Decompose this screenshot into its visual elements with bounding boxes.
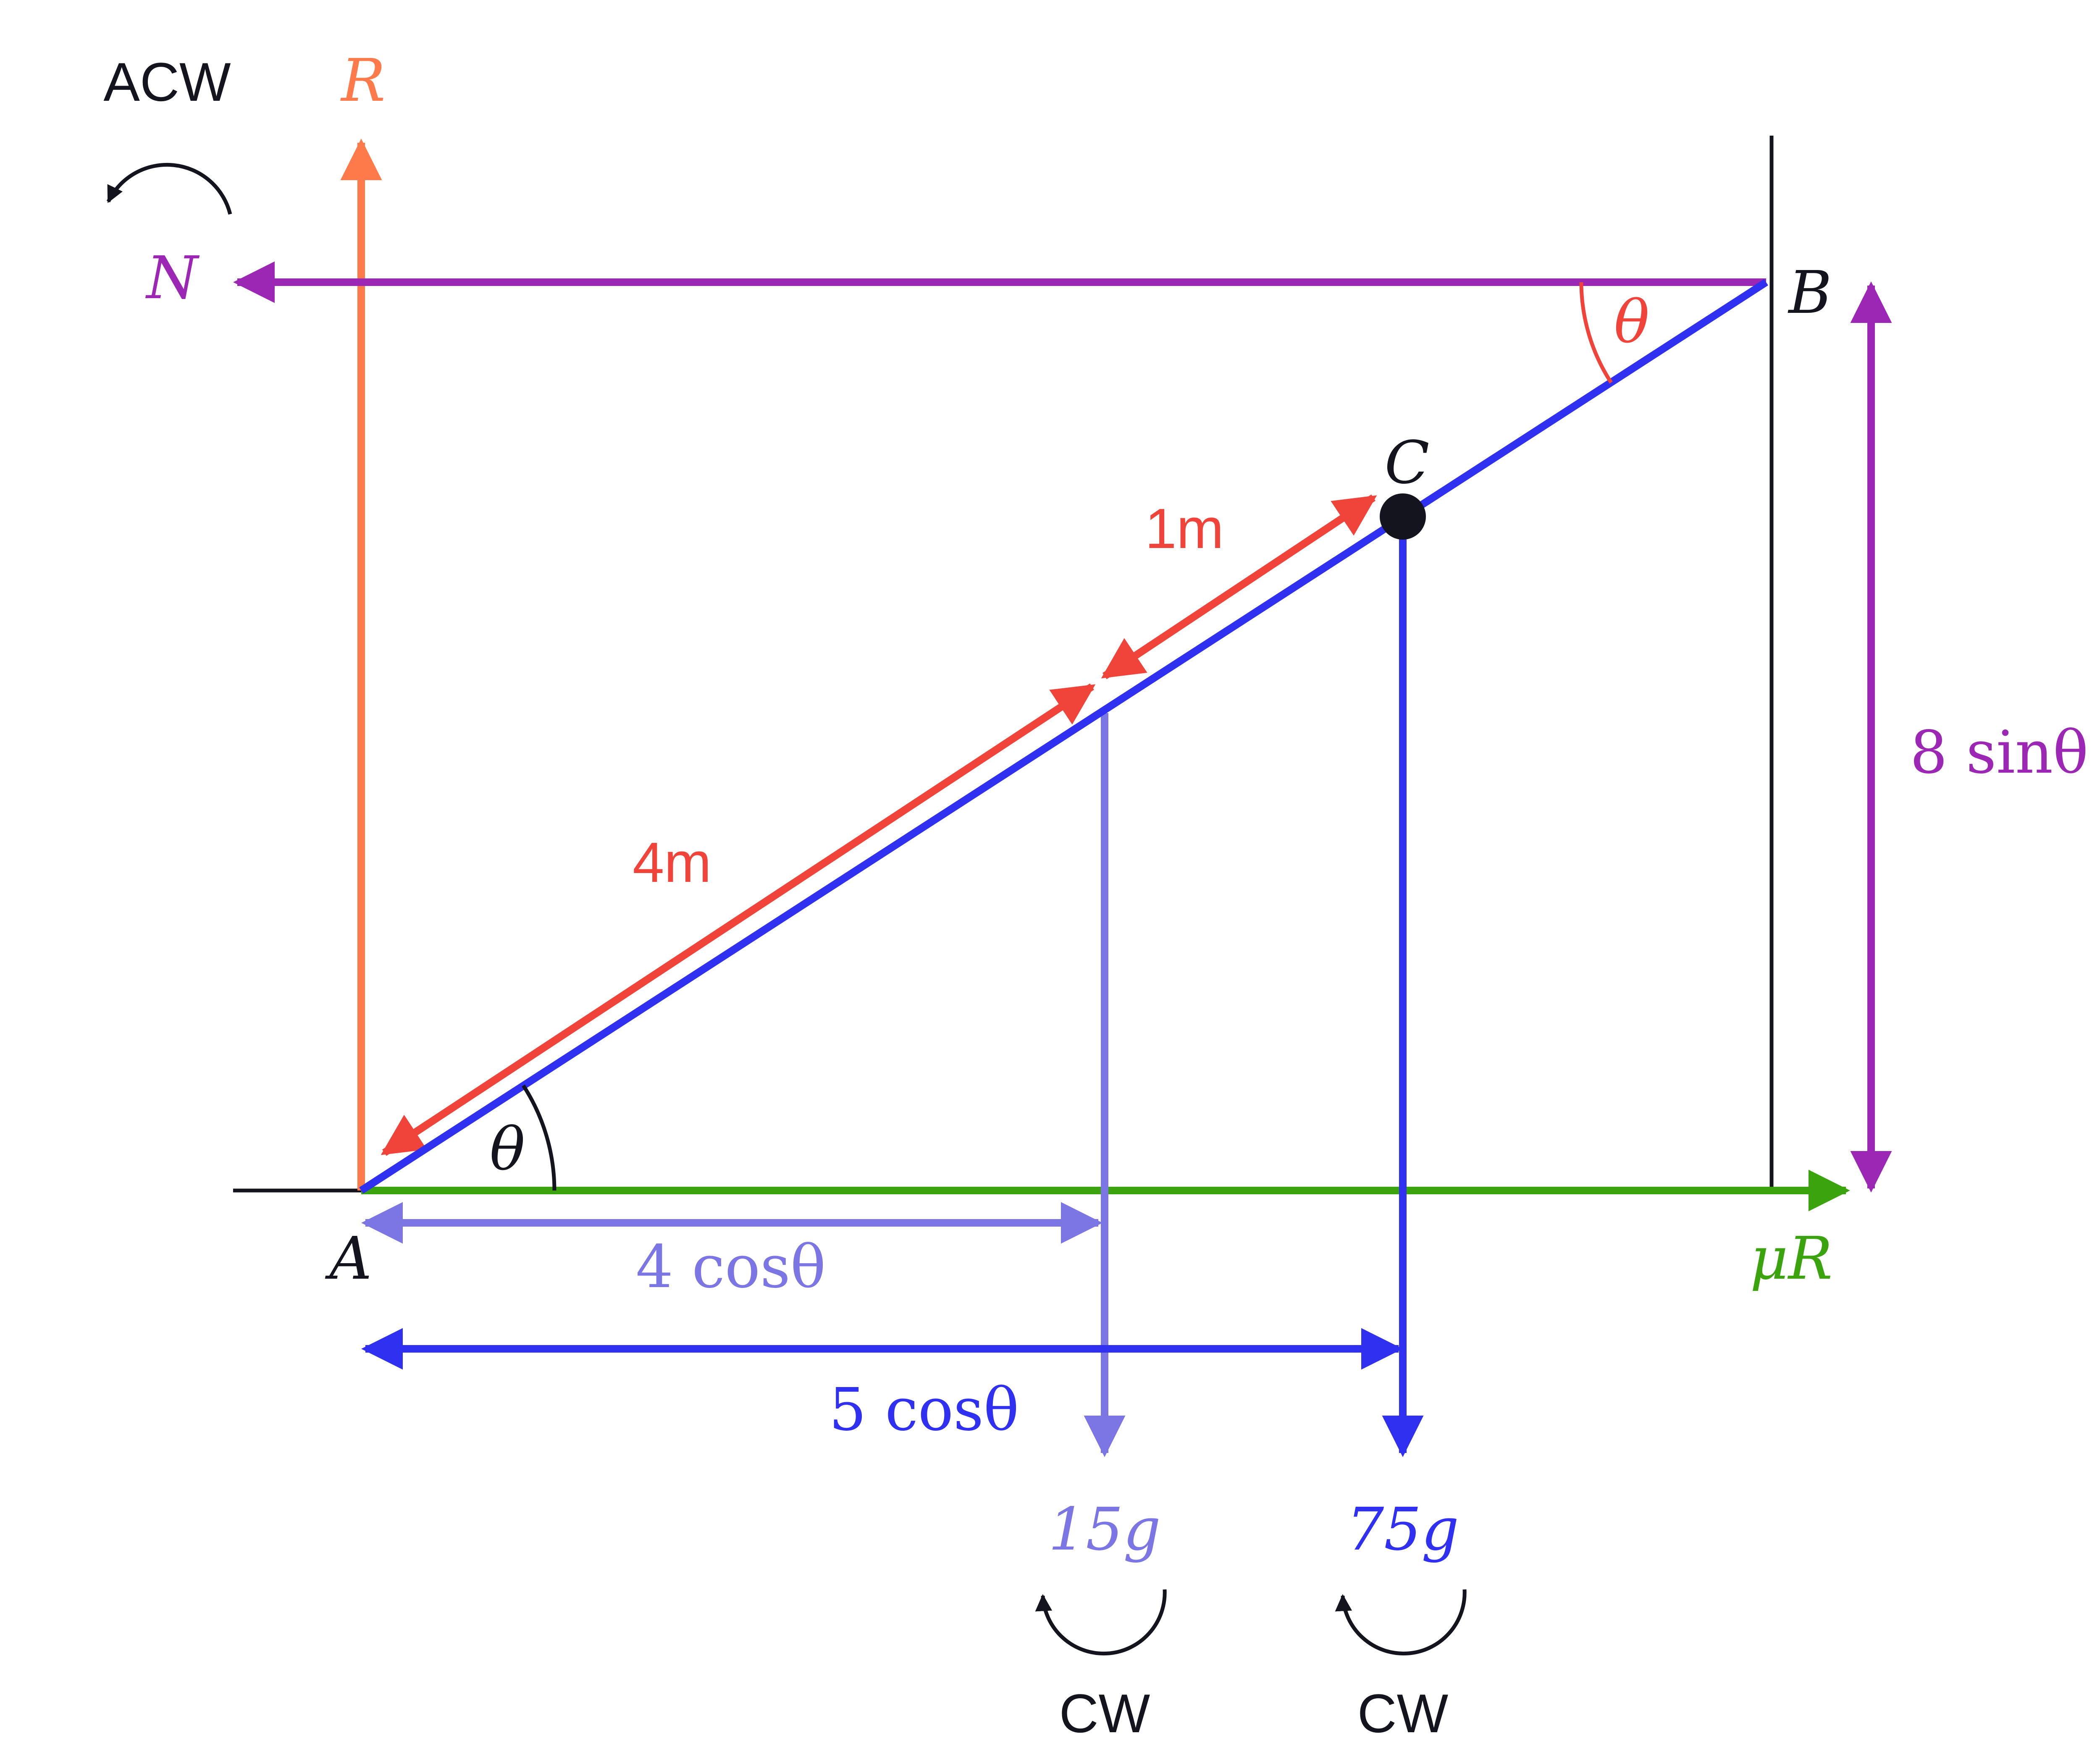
point-c-label: C xyxy=(1384,429,1429,497)
four-m-dimension-arrow xyxy=(381,683,1096,1156)
weight-75g-label: 75g xyxy=(1347,1495,1459,1564)
four-m-label: 4m xyxy=(633,831,711,894)
acw-rotation-icon xyxy=(106,163,232,215)
cw-rotation-icon-left xyxy=(1035,1589,1167,1656)
angle-arc-top xyxy=(1579,282,1613,384)
eight-sin-label: 8 sinθ xyxy=(1910,719,2089,787)
ladder-line xyxy=(359,279,1768,1194)
four-cos-label: 4 cosθ xyxy=(636,1233,826,1301)
friction-label: μR xyxy=(1750,1225,1832,1293)
theta-top-label: θ xyxy=(1614,288,1649,357)
cw-label-right: CW xyxy=(1357,1683,1449,1744)
weight-15g-label: 15g xyxy=(1048,1495,1161,1564)
point-c-dot xyxy=(1380,493,1426,540)
force-n-label: N xyxy=(145,244,200,312)
cw-label-left: CW xyxy=(1059,1683,1150,1744)
one-m-dimension-arrow xyxy=(1101,494,1377,679)
theta-bottom-label: θ xyxy=(490,1115,525,1184)
acw-label: ACW xyxy=(103,51,231,113)
angle-arc-bottom xyxy=(522,1084,556,1191)
point-a-label: A xyxy=(325,1225,372,1293)
point-b-label: B xyxy=(1788,259,1832,327)
force-r-label: R xyxy=(340,47,385,115)
five-cos-label: 5 cosθ xyxy=(829,1376,1019,1444)
cw-rotation-icon-right xyxy=(1335,1589,1467,1656)
one-m-label: 1m xyxy=(1145,497,1224,560)
